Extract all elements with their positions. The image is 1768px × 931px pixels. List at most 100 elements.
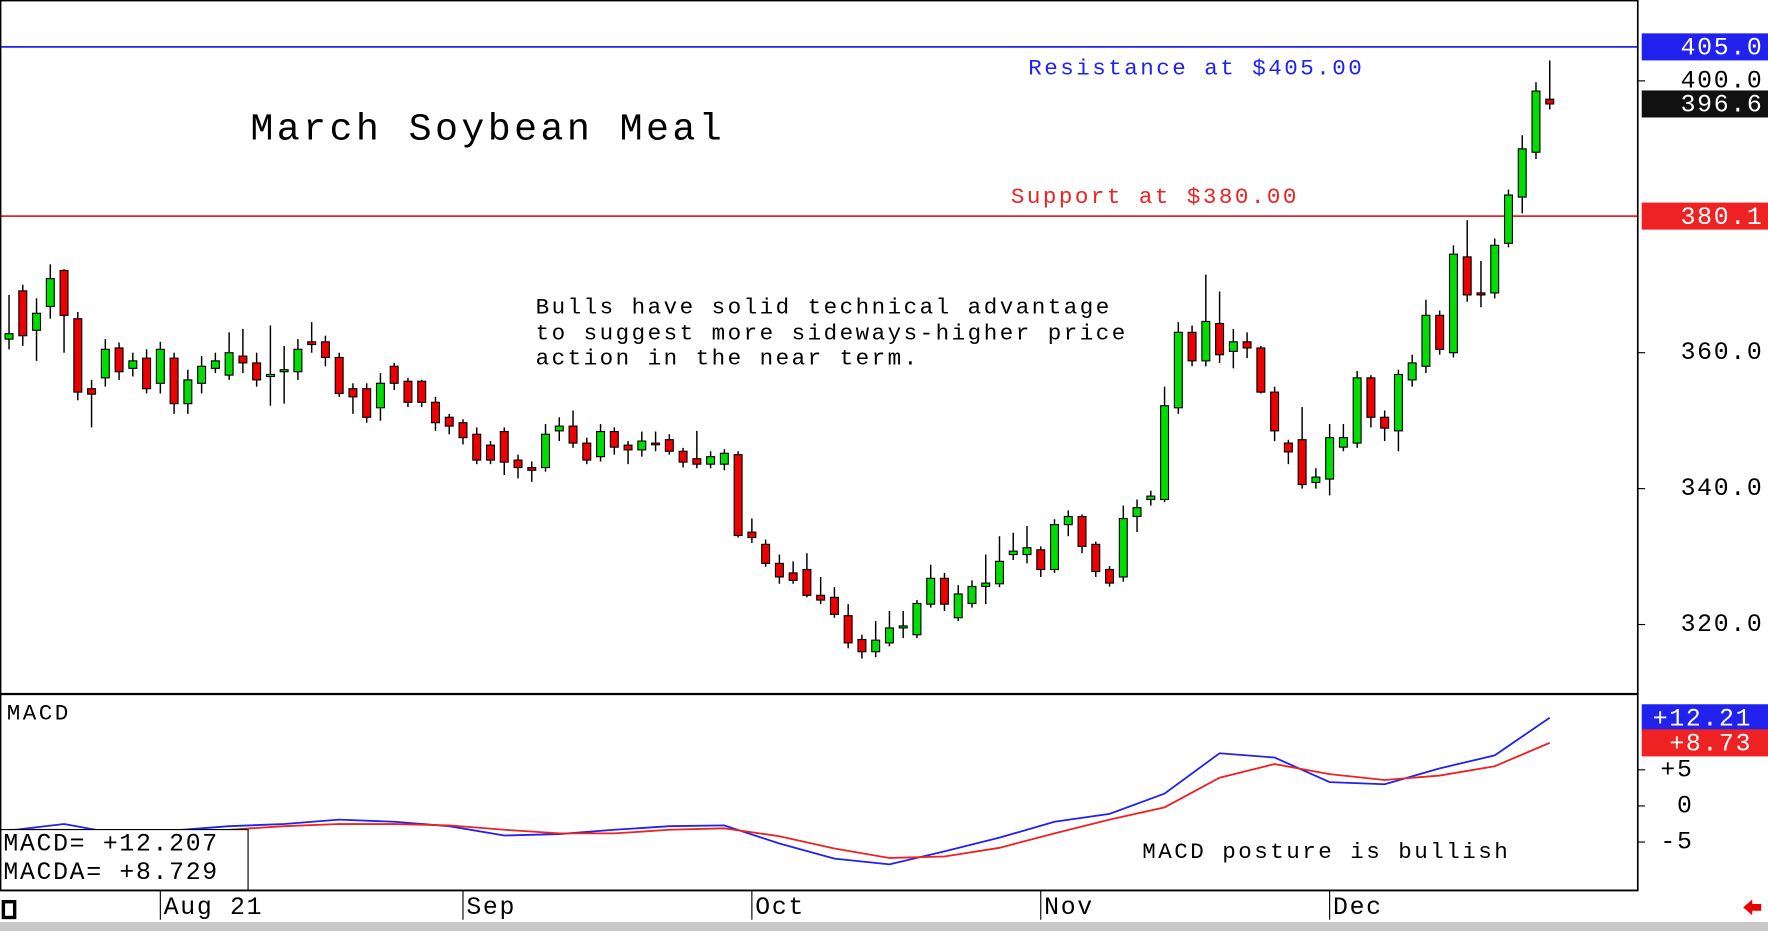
- macd-readout: MACD= +12.207: [3, 831, 218, 859]
- x-tick-label: Dec: [1333, 894, 1383, 922]
- candle-body: [582, 442, 592, 461]
- macd-note: MACD posture is bullish: [1142, 839, 1510, 865]
- candle-body: [527, 466, 537, 471]
- candle-body: [100, 348, 110, 379]
- price-tag: [1641, 90, 1768, 118]
- candle-body: [898, 625, 908, 629]
- candle-body: [1448, 253, 1458, 354]
- candle-body: [994, 560, 1004, 585]
- annotation: action in the near term.: [536, 345, 920, 371]
- candle-body: [4, 333, 14, 340]
- candle-body: [87, 388, 97, 395]
- candle-body: [403, 380, 413, 403]
- candle-body: [1146, 495, 1156, 501]
- candle-body: [1545, 98, 1555, 105]
- candle-body: [1517, 148, 1527, 198]
- y-tick-label: 320.0: [1681, 611, 1764, 639]
- candle-body: [761, 543, 771, 564]
- scroll-arrow[interactable]: [1743, 899, 1762, 916]
- candle-body: [733, 454, 743, 537]
- candle-body: [568, 425, 578, 444]
- candle-body: [210, 360, 220, 369]
- scroll-handle[interactable]: [1, 900, 17, 920]
- macd-tag: [1641, 704, 1768, 732]
- price-tag-label: 396.6: [1681, 92, 1764, 120]
- candle-body: [926, 577, 936, 605]
- candle-body: [197, 365, 207, 384]
- candle-body: [1393, 373, 1403, 432]
- candle-body: [73, 318, 83, 393]
- candle-body: [1325, 437, 1335, 480]
- candle-body: [1490, 244, 1500, 294]
- y-tick-label: +5: [1660, 756, 1693, 784]
- candle-body: [114, 347, 124, 373]
- x-tick-label: Nov: [1044, 894, 1094, 922]
- candle-body: [348, 388, 358, 398]
- candle-body: [774, 562, 784, 578]
- candle-body: [1421, 314, 1431, 367]
- candle-body: [1050, 524, 1060, 571]
- candle-body: [1338, 437, 1348, 448]
- candle-body: [1352, 377, 1362, 444]
- candle-body: [939, 577, 949, 605]
- candle-body: [183, 379, 193, 405]
- candle-body: [1132, 507, 1142, 518]
- y-tick-label: -5: [1660, 829, 1693, 857]
- candle-body: [651, 442, 661, 446]
- candle-body: [375, 382, 385, 409]
- candle-body: [1270, 391, 1280, 432]
- candle-body: [706, 456, 716, 465]
- candle-body: [1008, 550, 1018, 556]
- candle-body: [788, 572, 798, 581]
- candle-body: [719, 452, 729, 465]
- price-tag-label: 405.0: [1681, 35, 1764, 63]
- candle-body: [252, 362, 262, 381]
- candle-body: [334, 356, 344, 395]
- candle-body: [1077, 515, 1087, 547]
- candle-body: [747, 531, 757, 539]
- candle-body: [623, 444, 633, 451]
- price-tag: [1641, 33, 1768, 61]
- candle-body: [1311, 476, 1321, 484]
- candle-body: [389, 365, 399, 384]
- candle-body: [444, 416, 454, 427]
- candle-body: [664, 439, 674, 452]
- macd-tag-label: +8.73: [1669, 731, 1752, 759]
- chart-title: March Soybean Meal: [250, 108, 725, 152]
- candle-body: [692, 458, 702, 465]
- candle-body: [1022, 547, 1032, 556]
- candle-body: [554, 425, 564, 432]
- x-tick-label: Oct: [755, 894, 805, 922]
- macd-tag-label: +12.21: [1653, 705, 1752, 733]
- candle-body: [1256, 347, 1266, 393]
- candle-body: [128, 360, 138, 369]
- candle-body: [279, 369, 289, 373]
- candle-body: [816, 594, 826, 601]
- candle-body: [307, 341, 317, 346]
- candle-body: [1118, 517, 1128, 578]
- candle-body: [155, 348, 165, 384]
- macd-readout: MACDA= +8.729: [3, 859, 218, 887]
- candle-body: [857, 638, 867, 653]
- candle-body: [320, 341, 330, 359]
- candle-body: [238, 355, 248, 364]
- candle-body: [912, 602, 922, 636]
- candle-body: [1366, 377, 1376, 418]
- candle-body: [843, 615, 853, 644]
- candle-body: [1380, 416, 1390, 429]
- candle-body: [362, 388, 372, 418]
- candle-body: [59, 269, 69, 316]
- candle-body: [871, 639, 881, 653]
- candle-body: [541, 433, 551, 469]
- candle-body: [417, 380, 427, 403]
- candle-body: [224, 352, 234, 376]
- candle-body: [981, 582, 991, 588]
- candle-body: [596, 430, 606, 458]
- candle-body: [678, 450, 688, 463]
- reference-label: Support at $380.00: [1011, 184, 1299, 210]
- x-tick-label: Sep: [466, 894, 516, 922]
- status-strip: [0, 921, 1768, 931]
